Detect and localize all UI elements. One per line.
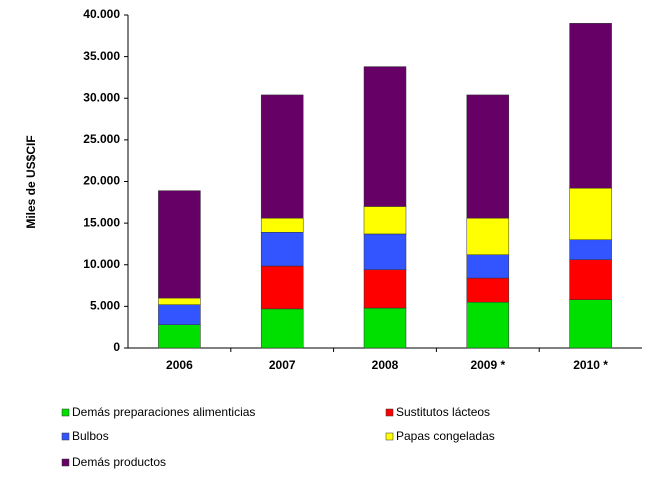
bar-segment: [569, 299, 612, 349]
bar-segment: [260, 94, 304, 219]
y-tick-label: 20.000: [83, 174, 120, 188]
bar-segment: [569, 23, 612, 189]
legend-swatch: [61, 432, 70, 441]
bar-segment: [363, 66, 407, 207]
bar-segment: [569, 259, 612, 300]
y-tick-label: 35.000: [83, 49, 120, 63]
x-tick-label: 2007: [269, 358, 296, 372]
legend-label: Bulbos: [72, 429, 109, 443]
bar-segment: [260, 265, 304, 310]
bar-segment: [158, 304, 201, 325]
bar-segment: [158, 324, 201, 349]
bar-segment: [260, 217, 304, 233]
bar-segment: [466, 94, 510, 219]
legend-label: Demás productos: [72, 455, 166, 469]
bar-segment: [363, 269, 407, 309]
y-tick-label: 5.000: [90, 299, 120, 313]
bar-segment: [569, 187, 612, 241]
legend-label: Demás preparaciones alimenticias: [72, 405, 255, 419]
bar-segment: [260, 232, 304, 267]
bar-segment: [363, 206, 407, 235]
bar-segment: [363, 233, 407, 270]
y-tick-label: 40.000: [83, 7, 120, 21]
y-tick-label: 0: [113, 340, 120, 354]
bar-segment: [158, 190, 201, 299]
x-tick-label: 2010 *: [573, 358, 608, 372]
bar-segment: [569, 239, 612, 261]
bar-segment: [466, 301, 510, 349]
legend-swatch: [385, 408, 394, 417]
legend-swatch: [61, 458, 70, 467]
bar-segment: [158, 297, 201, 305]
legend-label: Sustitutos lácteos: [396, 405, 490, 419]
y-tick-label: 10.000: [83, 257, 120, 271]
x-tick-label: 2008: [372, 358, 399, 372]
bar-segment: [466, 277, 510, 303]
y-tick-label: 15.000: [83, 215, 120, 229]
x-tick-label: 2006: [166, 358, 193, 372]
y-tick-label: 25.000: [83, 132, 120, 146]
legend-label: Papas congeladas: [396, 429, 495, 443]
bar-segment: [260, 308, 304, 349]
bar-segment: [466, 217, 510, 256]
y-tick-label: 30.000: [83, 90, 120, 104]
y-axis-label: Miles de US$CIF: [24, 135, 38, 228]
bar-segment: [466, 254, 510, 279]
bar-segment: [363, 307, 407, 349]
legend-swatch: [385, 432, 394, 441]
x-tick-label: 2009 *: [470, 358, 505, 372]
legend-swatch: [61, 408, 70, 417]
